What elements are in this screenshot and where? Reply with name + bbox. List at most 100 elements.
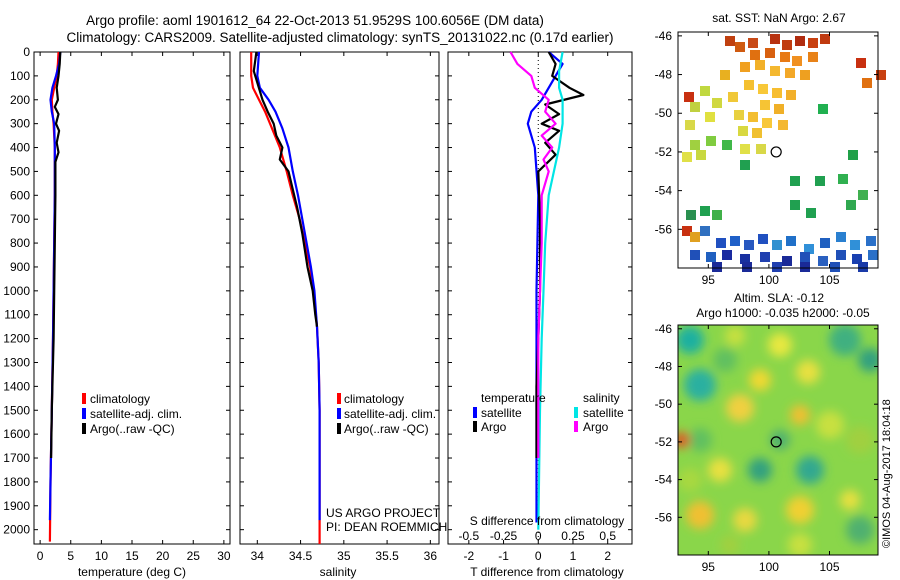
sst-cell (682, 226, 692, 236)
sst-cell (700, 206, 710, 216)
legend-label-t-argo: Argo (481, 420, 507, 434)
credit-pi: PI: DEAN ROEMMICH (326, 520, 447, 534)
sst-cell (730, 236, 740, 246)
map-y-tick-label: -52 (655, 435, 673, 449)
temperature-x-label: temperature (deg C) (78, 565, 186, 579)
difference-axes-frame (447, 51, 633, 545)
sst-cell (722, 140, 732, 150)
sst-cell (758, 234, 768, 244)
sst-cell (820, 34, 830, 44)
sst-cell (720, 70, 730, 80)
sst-cell (866, 236, 876, 246)
sla-field-patch (790, 405, 810, 425)
x-tick-label: 30 (217, 549, 231, 563)
sla-field-patch (786, 496, 814, 524)
sst-map-title: sat. SST: NaN Argo: 2.67 (712, 11, 846, 25)
x-tick-label: 36 (424, 549, 438, 563)
sst-map-panel: sat. SST: NaN Argo: 2.67 95 100 105 -46 -48 -… (655, 11, 886, 287)
y-tick-label: 1300 (3, 355, 30, 369)
legend-swatch-s-argo (574, 421, 578, 432)
y-tick-label: 1500 (3, 403, 30, 417)
map-x-tick-label: 100 (759, 273, 779, 287)
legend-label-satellite-adj: satellite-adj. clim. (90, 407, 182, 421)
x-tick-label: 20 (156, 549, 170, 563)
sst-cell (772, 262, 782, 272)
sst-map-axes: 95 100 105 -46 -48 -50 -52 -54 -56 (655, 29, 878, 287)
sla-map-title: Altim. SLA: -0.12 (734, 291, 824, 305)
sst-cell (838, 174, 848, 184)
y-tick-label: 2000 (3, 523, 30, 537)
s-diff-tick-label: -0.25 (490, 529, 518, 543)
legend-swatch-climatology (337, 393, 341, 404)
sst-cell (744, 80, 754, 90)
sla-field-patch (733, 508, 757, 532)
sla-field-patch (686, 501, 714, 529)
legend-header-temperature: temperature (481, 391, 546, 405)
y-tick-label: 900 (10, 260, 30, 274)
sst-cell (742, 262, 752, 272)
credit-project: US ARGO PROJECT (326, 506, 441, 520)
sst-cell (820, 238, 830, 248)
x-tick-label: 25 (187, 549, 201, 563)
legend-swatch-t-satellite (473, 407, 477, 418)
sla-field-patch (768, 333, 792, 357)
sst-cell (738, 126, 748, 136)
legend-label-argo: Argo(..raw -QC) (90, 422, 175, 436)
sst-cell (722, 250, 732, 260)
sst-cell (685, 120, 695, 130)
sst-cell (744, 240, 754, 250)
sst-cell (700, 86, 710, 96)
sla-map-frame (677, 324, 879, 556)
sst-cell (790, 176, 800, 186)
legend-label-satellite-adj: satellite-adj. clim. (344, 407, 436, 421)
argo-float-position-marker (770, 436, 782, 448)
sst-cell (790, 200, 800, 210)
x-tick-label: 15 (125, 549, 139, 563)
sst-cell (862, 78, 872, 88)
sst-cell (696, 150, 706, 160)
sst-cell (808, 38, 818, 48)
x-tick-label: 2 (604, 549, 611, 563)
y-tick-label: 700 (10, 212, 30, 226)
profile-line (509, 51, 557, 458)
imos-timestamp: ©IMOS 04-Aug-2017 18:04:18 (881, 399, 893, 548)
sst-cell (748, 38, 758, 48)
map-x-tick-label: 100 (759, 560, 779, 574)
x-tick-label: 1 (570, 549, 577, 563)
legend-swatch-argo (337, 423, 341, 434)
sla-field-patch (749, 369, 771, 391)
sst-cell (806, 208, 816, 218)
sst-cell (800, 252, 810, 262)
y-tick-label: 1800 (3, 475, 30, 489)
sst-cell (734, 110, 744, 120)
y-tick-label: 1000 (3, 284, 30, 298)
sst-cell (712, 262, 722, 272)
sst-cell (690, 232, 700, 242)
sst-cell (765, 48, 775, 58)
temperature-x-axis: 0 5 10 15 20 25 30 (37, 52, 231, 563)
sla-field-patch (720, 535, 740, 555)
legend-swatch-argo (82, 423, 86, 434)
sst-cell (705, 112, 715, 122)
sst-cell (846, 200, 856, 210)
sst-cell (740, 62, 750, 72)
y-tick-label: 800 (10, 236, 30, 250)
sst-cell (782, 40, 792, 50)
sst-map-frame (677, 31, 879, 269)
sst-cell (808, 52, 818, 62)
sst-cell (712, 98, 722, 108)
map-y-tick-label: -48 (655, 359, 673, 373)
figure-title-line2: Climatology: CARS2009. Satellite-adjuste… (66, 30, 613, 45)
map-x-tick-label: 105 (819, 560, 839, 574)
sla-field-patch (725, 326, 745, 346)
salinity-legend: climatology satellite-adj. clim. Argo(..… (337, 392, 436, 436)
sst-cell (804, 244, 814, 254)
sst-cell (700, 226, 710, 236)
sst-map-cells (682, 34, 886, 272)
legend-swatch-s-satellite (574, 407, 578, 418)
legend-label-s-argo: Argo (583, 420, 609, 434)
salinity-x-axis: 34 34.5 35 35.5 36 (251, 52, 438, 563)
y-tick-label: 1700 (3, 451, 30, 465)
sst-cell (772, 88, 782, 98)
s-difference-label: S difference from climatology (470, 514, 625, 528)
